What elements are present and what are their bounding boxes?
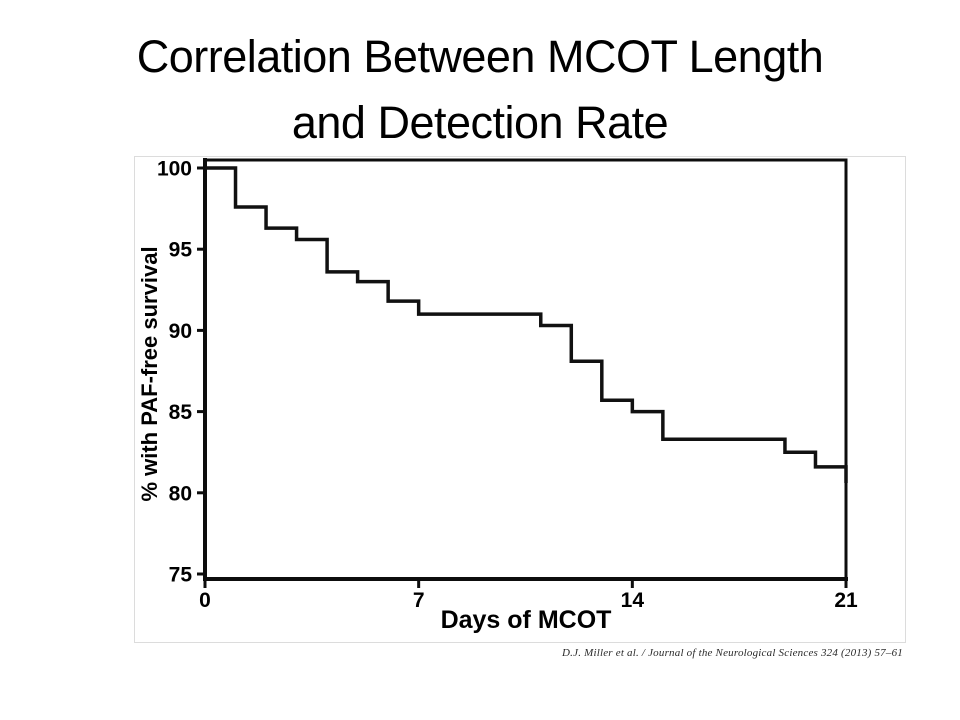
plot-axes — [203, 158, 848, 581]
slide-title-line-1: Correlation Between MCOT Length — [136, 31, 824, 82]
x-tick-label: 21 — [834, 589, 858, 612]
y-axis-title: % with PAF-free survival — [137, 246, 162, 502]
plot-frame — [203, 158, 848, 581]
y-tick-label: 75 — [169, 564, 193, 587]
x-tick-label: 14 — [621, 589, 645, 612]
y-tick-label: 100 — [157, 158, 192, 181]
x-axis-title: Days of MCOT — [440, 606, 612, 634]
y-tick-label: 80 — [169, 482, 192, 505]
slide-title: Correlation Between MCOT Length and Dete… — [0, 24, 960, 156]
figure-panel — [134, 156, 906, 643]
y-tick-label: 85 — [169, 401, 193, 424]
x-tick-label: 0 — [199, 589, 211, 612]
source-citation: D.J. Miller et al. / Journal of the Neur… — [562, 647, 903, 659]
survival-curve — [205, 166, 848, 484]
x-tick-label: 7 — [413, 589, 425, 612]
y-tick-label: 90 — [169, 320, 192, 343]
y-tick-label: 95 — [169, 239, 193, 262]
slide-title-line-2: and Detection Rate — [291, 97, 669, 148]
